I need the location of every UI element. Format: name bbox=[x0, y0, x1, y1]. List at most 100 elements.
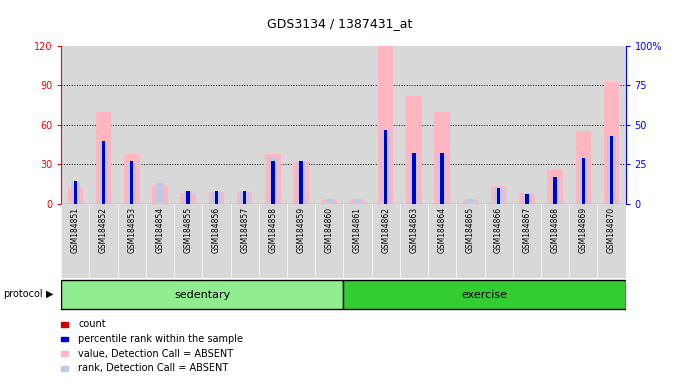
Bar bbox=[554, 177, 557, 204]
Bar bbox=[325, 199, 333, 204]
Bar bbox=[215, 191, 218, 204]
Bar bbox=[287, 204, 315, 278]
Bar bbox=[102, 141, 105, 204]
Bar bbox=[456, 46, 484, 204]
Bar bbox=[180, 193, 196, 204]
Bar bbox=[597, 46, 626, 204]
Bar bbox=[597, 204, 626, 278]
Bar bbox=[146, 204, 174, 278]
Bar bbox=[287, 46, 315, 204]
Bar bbox=[99, 141, 107, 204]
Bar bbox=[400, 204, 428, 278]
Bar bbox=[343, 280, 626, 310]
Bar bbox=[146, 46, 174, 204]
Text: GSM184852: GSM184852 bbox=[99, 207, 108, 253]
Bar bbox=[519, 193, 534, 204]
Bar bbox=[378, 46, 394, 204]
Bar bbox=[90, 204, 118, 278]
Bar bbox=[184, 191, 192, 204]
Text: GSM184858: GSM184858 bbox=[269, 207, 277, 253]
Bar bbox=[130, 161, 133, 204]
Bar bbox=[581, 158, 585, 204]
Bar bbox=[610, 136, 613, 204]
Bar bbox=[604, 81, 619, 204]
Bar bbox=[89, 46, 118, 204]
Bar bbox=[494, 188, 503, 204]
Bar bbox=[67, 188, 83, 204]
Bar bbox=[428, 46, 456, 204]
Bar bbox=[203, 204, 231, 278]
Bar bbox=[371, 204, 400, 278]
Bar bbox=[410, 153, 418, 204]
Bar bbox=[322, 200, 337, 204]
Text: GSM184854: GSM184854 bbox=[156, 207, 165, 253]
Bar bbox=[484, 46, 513, 204]
Bar bbox=[551, 177, 559, 204]
Text: GSM184853: GSM184853 bbox=[127, 207, 136, 253]
Bar bbox=[128, 161, 136, 204]
Text: GSM184865: GSM184865 bbox=[466, 207, 475, 253]
Bar bbox=[71, 182, 80, 204]
Bar bbox=[523, 194, 531, 204]
Text: exercise: exercise bbox=[462, 290, 507, 300]
Bar bbox=[381, 129, 390, 204]
Text: GDS3134 / 1387431_at: GDS3134 / 1387431_at bbox=[267, 17, 413, 30]
Bar bbox=[209, 192, 224, 204]
Bar bbox=[315, 46, 343, 204]
Text: GSM184868: GSM184868 bbox=[551, 207, 560, 253]
Bar bbox=[513, 46, 541, 204]
Bar bbox=[61, 204, 90, 278]
Bar bbox=[118, 204, 146, 278]
Bar bbox=[569, 46, 597, 204]
Text: GSM184856: GSM184856 bbox=[212, 207, 221, 253]
Text: count: count bbox=[78, 319, 106, 329]
Bar bbox=[271, 161, 275, 204]
Text: GSM184867: GSM184867 bbox=[522, 207, 531, 253]
Bar bbox=[525, 194, 528, 204]
Text: GSM184859: GSM184859 bbox=[296, 207, 305, 253]
Bar bbox=[575, 131, 591, 204]
Bar bbox=[124, 154, 139, 204]
Bar bbox=[61, 280, 343, 310]
Bar bbox=[316, 204, 343, 278]
Bar bbox=[96, 112, 112, 204]
Text: sedentary: sedentary bbox=[174, 290, 231, 300]
Bar bbox=[350, 200, 365, 204]
Bar bbox=[579, 158, 588, 204]
Text: value, Detection Call = ABSENT: value, Detection Call = ABSENT bbox=[78, 349, 233, 359]
Bar bbox=[354, 199, 362, 204]
Bar bbox=[343, 204, 371, 278]
Bar bbox=[371, 46, 400, 204]
Bar bbox=[462, 200, 478, 204]
Bar bbox=[466, 199, 475, 204]
Bar bbox=[297, 161, 305, 204]
Bar bbox=[569, 204, 597, 278]
Bar bbox=[384, 129, 388, 204]
Bar bbox=[174, 204, 203, 278]
Bar bbox=[243, 191, 246, 204]
Bar bbox=[428, 204, 456, 278]
Text: GSM184860: GSM184860 bbox=[325, 207, 334, 253]
Text: GSM184862: GSM184862 bbox=[381, 207, 390, 253]
Text: ▶: ▶ bbox=[46, 289, 54, 299]
Bar bbox=[241, 191, 249, 204]
Bar bbox=[547, 169, 563, 204]
Bar bbox=[406, 96, 422, 204]
Text: percentile rank within the sample: percentile rank within the sample bbox=[78, 334, 243, 344]
Bar bbox=[607, 136, 615, 204]
Text: GSM184864: GSM184864 bbox=[438, 207, 447, 253]
Bar bbox=[118, 46, 146, 204]
Bar bbox=[269, 158, 277, 204]
Text: GSM184870: GSM184870 bbox=[607, 207, 616, 253]
Bar bbox=[61, 46, 89, 204]
Bar bbox=[237, 192, 252, 204]
Text: GSM184869: GSM184869 bbox=[579, 207, 588, 253]
Bar bbox=[412, 153, 415, 204]
Bar bbox=[441, 153, 444, 204]
Text: GSM184851: GSM184851 bbox=[71, 207, 80, 253]
Bar bbox=[400, 46, 428, 204]
Bar bbox=[484, 204, 513, 278]
Text: protocol: protocol bbox=[3, 289, 43, 299]
Bar bbox=[212, 191, 220, 204]
Text: GSM184855: GSM184855 bbox=[184, 207, 192, 253]
